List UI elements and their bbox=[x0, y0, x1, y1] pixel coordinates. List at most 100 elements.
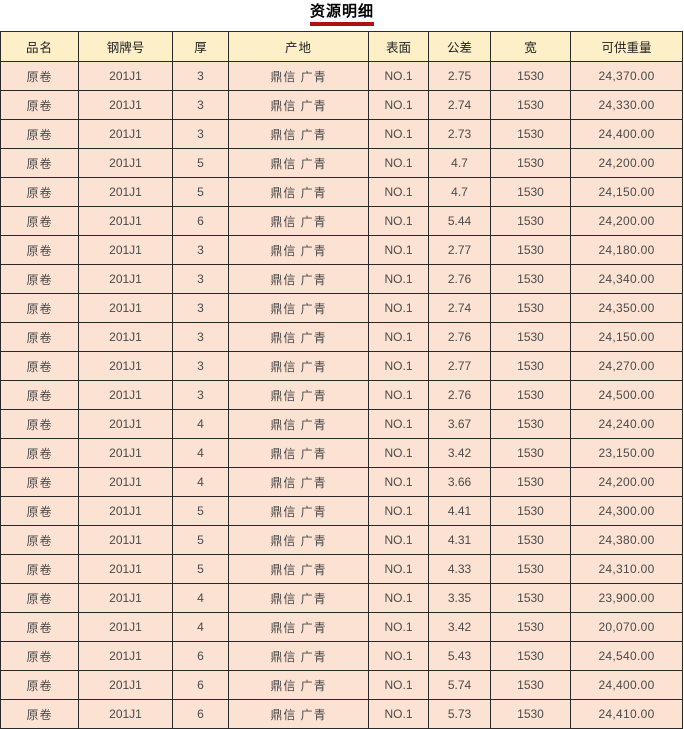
table-row[interactable]: 原卷 201J1 6 鼎信 广青 NO.1 5.44 1530 24,200.00 bbox=[0, 206, 683, 236]
cell-grade: 201J1 bbox=[78, 583, 173, 613]
table-row[interactable]: 原卷 201J1 4 鼎信 广青 NO.1 3.66 1530 24,200.00 bbox=[0, 467, 683, 497]
cell-width: 1530 bbox=[490, 206, 571, 236]
cell-thickness: 4 bbox=[172, 467, 229, 497]
cell-origin: 鼎信 广青 bbox=[228, 380, 369, 410]
cell-name: 原卷 bbox=[0, 438, 79, 468]
column-header-grade[interactable]: 钢牌号 bbox=[78, 31, 173, 62]
cell-tolerance: 5.44 bbox=[428, 206, 491, 236]
cell-name: 原卷 bbox=[0, 699, 79, 729]
cell-weight: 24,180.00 bbox=[570, 235, 683, 265]
cell-thickness: 3 bbox=[172, 61, 229, 91]
column-header-origin[interactable]: 产地 bbox=[228, 31, 369, 62]
table-row[interactable]: 原卷 201J1 5 鼎信 广青 NO.1 4.31 1530 24,380.00 bbox=[0, 525, 683, 555]
column-header-surface[interactable]: 表面 bbox=[368, 31, 429, 62]
cell-surface: NO.1 bbox=[368, 409, 429, 439]
table-header: 品名 钢牌号 厚 产地 表面 公差 宽 可供重量 bbox=[0, 31, 683, 62]
cell-thickness: 3 bbox=[172, 264, 229, 294]
cell-width: 1530 bbox=[490, 496, 571, 526]
cell-width: 1530 bbox=[490, 90, 571, 120]
cell-origin: 鼎信 广青 bbox=[228, 409, 369, 439]
cell-grade: 201J1 bbox=[78, 177, 173, 207]
table-row[interactable]: 原卷 201J1 4 鼎信 广青 NO.1 3.42 1530 23,150.00 bbox=[0, 438, 683, 468]
table-row[interactable]: 原卷 201J1 3 鼎信 广青 NO.1 2.75 1530 24,370.00 bbox=[0, 61, 683, 91]
cell-origin: 鼎信 广青 bbox=[228, 119, 369, 149]
table-row[interactable]: 原卷 201J1 5 鼎信 广青 NO.1 4.7 1530 24,150.00 bbox=[0, 177, 683, 207]
table-row[interactable]: 原卷 201J1 3 鼎信 广青 NO.1 2.73 1530 24,400.00 bbox=[0, 119, 683, 149]
cell-name: 原卷 bbox=[0, 496, 79, 526]
cell-surface: NO.1 bbox=[368, 177, 429, 207]
table-row[interactable]: 原卷 201J1 6 鼎信 广青 NO.1 5.73 1530 24,410.00 bbox=[0, 699, 683, 729]
cell-weight: 24,200.00 bbox=[570, 206, 683, 236]
cell-origin: 鼎信 广青 bbox=[228, 583, 369, 613]
table-row[interactable]: 原卷 201J1 6 鼎信 广青 NO.1 5.43 1530 24,540.00 bbox=[0, 641, 683, 671]
cell-name: 原卷 bbox=[0, 612, 79, 642]
cell-surface: NO.1 bbox=[368, 583, 429, 613]
table-row[interactable]: 原卷 201J1 3 鼎信 广青 NO.1 2.76 1530 24,340.00 bbox=[0, 264, 683, 294]
cell-name: 原卷 bbox=[0, 380, 79, 410]
page-title-wrap: 资源明细 bbox=[309, 2, 374, 26]
cell-surface: NO.1 bbox=[368, 206, 429, 236]
table-row[interactable]: 原卷 201J1 5 鼎信 广青 NO.1 4.7 1530 24,200.00 bbox=[0, 148, 683, 178]
cell-name: 原卷 bbox=[0, 351, 79, 381]
table-row[interactable]: 原卷 201J1 3 鼎信 广青 NO.1 2.77 1530 24,180.00 bbox=[0, 235, 683, 265]
table-row[interactable]: 原卷 201J1 3 鼎信 广青 NO.1 2.74 1530 24,350.00 bbox=[0, 293, 683, 323]
cell-weight: 24,400.00 bbox=[570, 119, 683, 149]
column-header-weight[interactable]: 可供重量 bbox=[570, 31, 683, 62]
cell-name: 原卷 bbox=[0, 119, 79, 149]
cell-thickness: 3 bbox=[172, 235, 229, 265]
cell-width: 1530 bbox=[490, 293, 571, 323]
table-row[interactable]: 原卷 201J1 3 鼎信 广青 NO.1 2.76 1530 24,150.00 bbox=[0, 322, 683, 352]
cell-tolerance: 4.31 bbox=[428, 525, 491, 555]
cell-weight: 24,200.00 bbox=[570, 148, 683, 178]
cell-tolerance: 4.7 bbox=[428, 177, 491, 207]
table-row[interactable]: 原卷 201J1 4 鼎信 广青 NO.1 3.35 1530 23,900.00 bbox=[0, 583, 683, 613]
table-row[interactable]: 原卷 201J1 6 鼎信 广青 NO.1 5.74 1530 24,400.00 bbox=[0, 670, 683, 700]
cell-name: 原卷 bbox=[0, 148, 79, 178]
cell-tolerance: 3.42 bbox=[428, 612, 491, 642]
table-row[interactable]: 原卷 201J1 3 鼎信 广青 NO.1 2.74 1530 24,330.00 bbox=[0, 90, 683, 120]
column-header-width[interactable]: 宽 bbox=[490, 31, 571, 62]
cell-name: 原卷 bbox=[0, 525, 79, 555]
cell-origin: 鼎信 广青 bbox=[228, 641, 369, 671]
cell-grade: 201J1 bbox=[78, 496, 173, 526]
cell-surface: NO.1 bbox=[368, 438, 429, 468]
cell-thickness: 3 bbox=[172, 90, 229, 120]
table-row[interactable]: 原卷 201J1 5 鼎信 广青 NO.1 4.41 1530 24,300.00 bbox=[0, 496, 683, 526]
table-row[interactable]: 原卷 201J1 5 鼎信 广青 NO.1 4.33 1530 24,310.00 bbox=[0, 554, 683, 584]
cell-width: 1530 bbox=[490, 525, 571, 555]
cell-thickness: 6 bbox=[172, 699, 229, 729]
cell-tolerance: 3.67 bbox=[428, 409, 491, 439]
cell-name: 原卷 bbox=[0, 61, 79, 91]
cell-weight: 24,200.00 bbox=[570, 467, 683, 497]
cell-origin: 鼎信 广青 bbox=[228, 293, 369, 323]
table-row[interactable]: 原卷 201J1 4 鼎信 广青 NO.1 3.67 1530 24,240.00 bbox=[0, 409, 683, 439]
cell-origin: 鼎信 广青 bbox=[228, 61, 369, 91]
cell-weight: 24,340.00 bbox=[570, 264, 683, 294]
resource-detail-table: 品名 钢牌号 厚 产地 表面 公差 宽 可供重量 原卷 201J1 3 鼎信 广青 NO… bbox=[0, 31, 683, 729]
cell-grade: 201J1 bbox=[78, 293, 173, 323]
cell-weight: 24,270.00 bbox=[570, 351, 683, 381]
table-row[interactable]: 原卷 201J1 3 鼎信 广青 NO.1 2.77 1530 24,270.00 bbox=[0, 351, 683, 381]
cell-surface: NO.1 bbox=[368, 496, 429, 526]
cell-width: 1530 bbox=[490, 699, 571, 729]
cell-surface: NO.1 bbox=[368, 351, 429, 381]
column-header-tolerance[interactable]: 公差 bbox=[428, 31, 491, 62]
column-header-name[interactable]: 品名 bbox=[0, 31, 79, 62]
table-row[interactable]: 原卷 201J1 3 鼎信 广青 NO.1 2.76 1530 24,500.00 bbox=[0, 380, 683, 410]
cell-tolerance: 2.76 bbox=[428, 264, 491, 294]
cell-name: 原卷 bbox=[0, 583, 79, 613]
cell-surface: NO.1 bbox=[368, 61, 429, 91]
cell-origin: 鼎信 广青 bbox=[228, 525, 369, 555]
cell-width: 1530 bbox=[490, 641, 571, 671]
cell-origin: 鼎信 广青 bbox=[228, 554, 369, 584]
column-header-thickness[interactable]: 厚 bbox=[172, 31, 229, 62]
cell-grade: 201J1 bbox=[78, 148, 173, 178]
cell-weight: 24,540.00 bbox=[570, 641, 683, 671]
cell-weight: 20,070.00 bbox=[570, 612, 683, 642]
cell-grade: 201J1 bbox=[78, 525, 173, 555]
cell-thickness: 6 bbox=[172, 641, 229, 671]
cell-weight: 24,500.00 bbox=[570, 380, 683, 410]
table-row[interactable]: 原卷 201J1 4 鼎信 广青 NO.1 3.42 1530 20,070.00 bbox=[0, 612, 683, 642]
cell-name: 原卷 bbox=[0, 264, 79, 294]
cell-thickness: 4 bbox=[172, 409, 229, 439]
